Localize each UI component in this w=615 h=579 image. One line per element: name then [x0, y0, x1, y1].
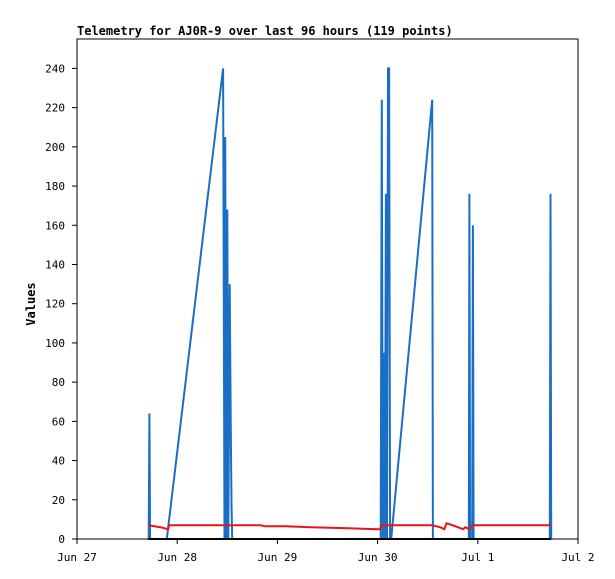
y-axis-label: Values	[24, 282, 38, 325]
chart-title: Telemetry for AJ0R-9 over last 96 hours …	[77, 24, 453, 38]
y-tick-label: 200	[45, 141, 65, 154]
y-tick-label: 100	[45, 337, 65, 350]
y-tick-label: 180	[45, 180, 65, 193]
y-tick-label: 20	[52, 494, 65, 507]
y-axis: 0 20 40 60 80 100 120 140 160 180 200 220 240	[45, 62, 77, 546]
y-tick-label: 160	[45, 219, 65, 232]
x-tick-label: Jun 29	[258, 551, 298, 564]
y-tick-label: 40	[52, 455, 65, 468]
y-tick-label: 60	[52, 415, 65, 428]
y-tick-label: 240	[45, 62, 65, 75]
y-tick-label: 120	[45, 298, 65, 311]
y-tick-label: 140	[45, 258, 65, 271]
y-tick-label: 220	[45, 102, 65, 115]
x-tick-label: Jun 27	[57, 551, 97, 564]
y-tick-label: 80	[52, 376, 65, 389]
plot-frame	[76, 38, 579, 540]
x-tick-label: Jul 1	[461, 551, 494, 564]
y-tick-label: 0	[58, 533, 65, 546]
x-tick-label: Jul 2	[561, 551, 594, 564]
series-line-1	[147, 522, 551, 531]
x-tick-label: Jun 30	[358, 551, 398, 564]
x-tick-label: Jun 28	[157, 551, 197, 564]
x-axis: Jun 27 Jun 28 Jun 29 Jun 30 Jul 1 Jul 2	[57, 539, 595, 564]
